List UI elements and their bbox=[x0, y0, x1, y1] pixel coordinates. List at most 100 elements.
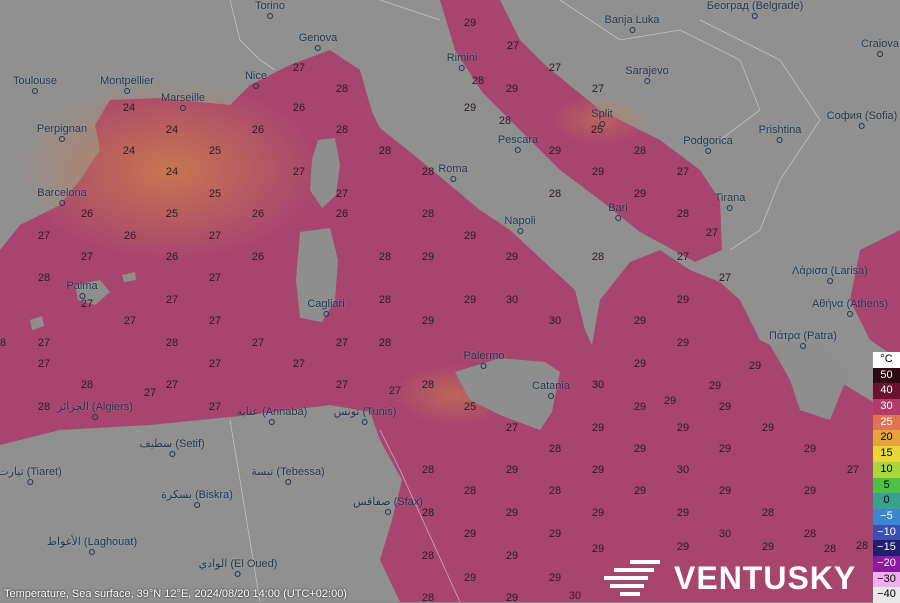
city-marker-icon bbox=[827, 278, 833, 284]
city-name: عنابة (Annaba) bbox=[236, 406, 308, 418]
city-label[interactable]: بسكرة (Biskra) bbox=[161, 488, 233, 508]
wind-lines-icon bbox=[604, 560, 660, 596]
city-label[interactable]: تونس (Tunis) bbox=[334, 405, 396, 425]
temperature-label: 26 bbox=[252, 124, 264, 136]
city-label[interactable]: Bari bbox=[608, 202, 628, 221]
city-label[interactable]: Београд (Belgrade) bbox=[707, 0, 803, 19]
city-name: Prishtina bbox=[758, 124, 802, 136]
temperature-label: 29 bbox=[719, 485, 731, 497]
city-marker-icon bbox=[481, 363, 487, 369]
city-label[interactable]: الجزائر (Algiers) bbox=[57, 400, 133, 420]
city-marker-icon bbox=[751, 13, 758, 19]
city-marker-icon bbox=[599, 121, 605, 127]
temperature-label: 25 bbox=[591, 124, 603, 136]
city-name: Catania bbox=[532, 380, 570, 392]
city-name: Banja Luka bbox=[604, 14, 660, 26]
temperature-label: 28 bbox=[464, 485, 476, 497]
temperature-label: 28 bbox=[592, 251, 604, 263]
temperature-label: 29 bbox=[506, 464, 518, 476]
city-label[interactable]: Palermo bbox=[464, 350, 504, 369]
legend-item: 20 bbox=[873, 430, 900, 447]
temperature-label: 30 bbox=[549, 315, 561, 327]
city-label[interactable]: Roma bbox=[438, 163, 468, 182]
city-label[interactable]: Πάτρα (Patra) bbox=[769, 330, 837, 349]
city-label[interactable]: Banja Luka bbox=[604, 14, 660, 33]
map-caption: Temperature, Sea surface, 39°N 12°E, 202… bbox=[4, 588, 347, 600]
city-label[interactable]: الوادي (El Oued) bbox=[198, 557, 278, 577]
temperature-label: 28 bbox=[166, 337, 178, 349]
city-name: Tirana bbox=[714, 192, 746, 204]
city-label[interactable]: تيارت (Tiaret) bbox=[0, 465, 62, 485]
logo-text: VENTUSKY bbox=[674, 559, 857, 596]
city-marker-icon bbox=[31, 88, 38, 94]
city-label[interactable]: Montpellier bbox=[100, 75, 154, 94]
temperature-label: 27 bbox=[81, 251, 93, 263]
temperature-label: 29 bbox=[762, 541, 774, 553]
city-label[interactable]: Napoli bbox=[504, 215, 536, 234]
city-label[interactable]: Sarajevo bbox=[625, 65, 669, 84]
city-name: صفاقس (Sfax) bbox=[353, 496, 423, 508]
city-label[interactable]: Palma bbox=[66, 280, 98, 299]
city-label[interactable]: الأغواط (Laghouat) bbox=[47, 535, 137, 555]
temperature-label: 28 bbox=[379, 145, 391, 157]
city-name: تبسة (Tebessa) bbox=[251, 466, 325, 478]
city-label[interactable]: عنابة (Annaba) bbox=[236, 405, 308, 425]
temperature-label: 29 bbox=[804, 485, 816, 497]
city-label[interactable]: Toulouse bbox=[13, 75, 57, 94]
city-label[interactable]: София (Sofia) bbox=[827, 110, 897, 129]
temperature-label: 27 bbox=[209, 272, 221, 284]
city-marker-icon bbox=[877, 51, 883, 57]
temperature-label: 28 bbox=[549, 485, 561, 497]
city-marker-icon bbox=[727, 205, 733, 211]
city-marker-icon bbox=[847, 311, 853, 317]
city-label[interactable]: Genova bbox=[299, 32, 337, 51]
city-marker-icon bbox=[704, 148, 711, 154]
city-label[interactable]: Catania bbox=[532, 380, 570, 399]
temperature-label: 27 bbox=[38, 337, 50, 349]
city-label[interactable]: Marseille bbox=[161, 92, 205, 111]
city-name: الوادي (El Oued) bbox=[198, 558, 278, 570]
temperature-label: 27 bbox=[209, 358, 221, 370]
city-marker-icon bbox=[362, 419, 368, 425]
city-label[interactable]: Perpignan bbox=[37, 123, 87, 142]
temperature-label: 24 bbox=[166, 124, 178, 136]
city-label[interactable]: صفاقس (Sfax) bbox=[353, 495, 423, 515]
city-marker-icon bbox=[88, 549, 95, 555]
city-label[interactable]: تبسة (Tebessa) bbox=[251, 465, 325, 485]
temperature-label: 28 bbox=[422, 379, 434, 391]
temperature-label: 29 bbox=[749, 360, 761, 372]
city-label[interactable]: Cagliari bbox=[307, 298, 345, 317]
temperature-label: 27 bbox=[549, 62, 561, 74]
city-label[interactable]: Αθήνα (Athens) bbox=[812, 298, 888, 317]
city-name: Podgorica bbox=[683, 135, 733, 147]
ibiza bbox=[30, 316, 44, 330]
city-label[interactable]: Nice bbox=[245, 70, 267, 89]
city-label[interactable]: Λάρισα (Larisa) bbox=[792, 265, 868, 284]
city-label[interactable]: Podgorica bbox=[683, 135, 733, 154]
city-marker-icon bbox=[517, 228, 523, 234]
temperature-label: 27 bbox=[252, 337, 264, 349]
temperature-label: 28 bbox=[499, 115, 511, 127]
ventusky-logo[interactable]: VENTUSKY bbox=[600, 556, 856, 600]
temperature-label: 28 bbox=[38, 272, 50, 284]
temperature-legend[interactable]: °C 50 40 30 25 20 15 10 5 0 −5 −10 −15 −20 −30 −40 bbox=[873, 352, 900, 603]
temperature-label: 30 bbox=[719, 528, 731, 540]
temperature-label: 29 bbox=[506, 507, 518, 519]
warm-water-gulf-of-lion bbox=[20, 80, 320, 260]
temperature-label: 29 bbox=[422, 315, 434, 327]
city-label[interactable]: سطيف (Setif) bbox=[139, 437, 205, 457]
city-label[interactable]: Rimini bbox=[447, 52, 477, 71]
city-label[interactable]: Barcelona bbox=[37, 187, 87, 206]
city-marker-icon bbox=[315, 45, 321, 51]
city-label[interactable]: Prishtina bbox=[758, 124, 802, 143]
temperature-label: 27 bbox=[209, 401, 221, 413]
city-label[interactable]: Torino bbox=[255, 0, 285, 19]
city-label[interactable]: Craiova bbox=[861, 38, 899, 57]
city-label[interactable]: Split bbox=[591, 108, 613, 127]
temperature-label: 26 bbox=[124, 230, 136, 242]
city-label[interactable]: Tirana bbox=[714, 192, 746, 211]
temperature-label: 29 bbox=[506, 550, 518, 562]
city-marker-icon bbox=[858, 123, 865, 129]
city-label[interactable]: Pescara bbox=[498, 134, 538, 153]
